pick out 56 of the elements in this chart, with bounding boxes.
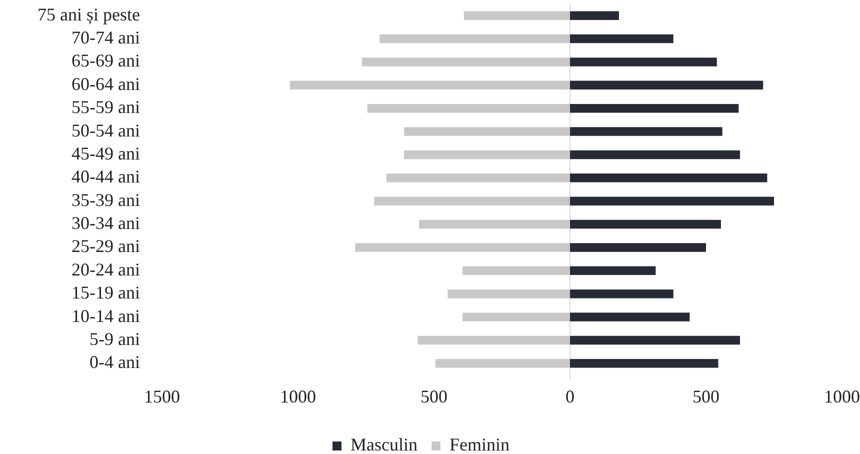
bar — [570, 11, 619, 20]
bar — [367, 104, 570, 113]
bar — [570, 336, 740, 345]
bar — [462, 312, 570, 322]
y-tick-label: 55-59 ani — [72, 97, 140, 118]
bar — [404, 150, 570, 160]
bar — [418, 336, 570, 345]
bar — [570, 80, 764, 90]
bar — [570, 58, 717, 66]
x-tick-label: 1500 — [144, 386, 180, 407]
x-tick-label: 0 — [566, 386, 574, 407]
y-tick-label: 25-29 ani — [72, 236, 140, 256]
y-tick-label: 5-9 ani — [90, 328, 140, 349]
bar — [386, 174, 570, 182]
x-tick-label: 500 — [420, 386, 448, 407]
y-tick-label: 50-54 ani — [72, 120, 140, 140]
bar — [290, 80, 570, 90]
bar — [570, 34, 674, 44]
bar — [380, 34, 570, 44]
bar — [570, 359, 718, 368]
y-tick-label: 0-4 ani — [90, 352, 140, 372]
bar — [435, 359, 570, 368]
y-tick-label: 20-24 ani — [72, 259, 140, 280]
y-tick-label: 70-74 ani — [72, 28, 140, 48]
bar — [419, 220, 570, 229]
bar — [570, 104, 739, 113]
bar — [464, 11, 570, 20]
bar — [404, 127, 570, 136]
x-tick-label: 1000 — [824, 386, 860, 407]
y-tick-label: 60-64 ani — [72, 74, 140, 94]
bar — [570, 196, 774, 206]
legend-label: Feminin — [449, 434, 510, 454]
bar — [570, 127, 722, 136]
legend-label: Masculin — [350, 434, 418, 454]
bar — [570, 312, 690, 322]
bar — [570, 174, 768, 182]
bar — [570, 150, 740, 160]
y-tick-label: 30-34 ani — [72, 213, 140, 234]
bar — [570, 243, 706, 252]
y-tick-label: 45-49 ani — [72, 143, 140, 164]
bar — [570, 289, 674, 298]
bar — [374, 196, 570, 206]
bar — [448, 289, 570, 298]
y-tick-label: 35-39 ani — [72, 190, 140, 210]
bar — [462, 266, 570, 276]
y-tick-label: 10-14 ani — [72, 306, 140, 326]
bar — [570, 220, 721, 229]
y-tick-label: 65-69 ani — [72, 50, 140, 71]
bar — [362, 58, 570, 66]
y-tick-label: 15-19 ani — [72, 282, 140, 303]
x-tick-label: 1000 — [280, 386, 316, 407]
y-tick-label: 75 ani și peste — [38, 4, 140, 24]
x-tick-label: 500 — [692, 386, 720, 407]
y-tick-label: 40-44 ani — [72, 166, 140, 187]
bar — [355, 243, 570, 252]
bar — [570, 266, 656, 276]
